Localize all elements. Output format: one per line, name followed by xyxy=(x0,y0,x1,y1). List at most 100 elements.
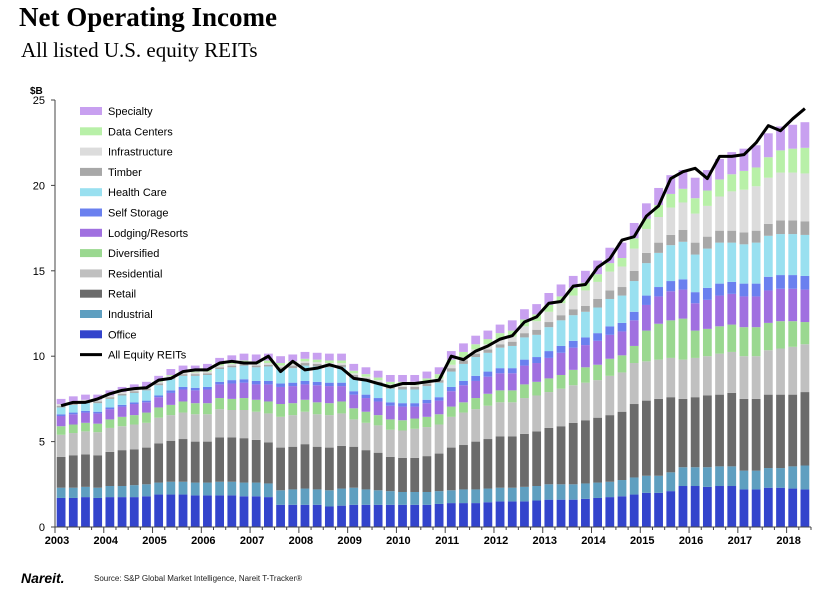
bar-segment-residential xyxy=(629,363,639,405)
bar-segment-industrial xyxy=(751,470,761,490)
bar-segment-residential xyxy=(203,414,212,442)
bar-segment-industrial xyxy=(398,491,407,505)
bar-segment-office xyxy=(215,495,224,527)
bar-segment-self-storage xyxy=(459,380,468,386)
bar-segment-diversified xyxy=(532,381,542,396)
bar-segment-data-centers xyxy=(593,274,602,282)
bar-segment-self-storage xyxy=(312,381,322,386)
bar-segment-retail xyxy=(605,415,615,482)
legend-swatch xyxy=(80,249,102,258)
bar-segment-data-centers xyxy=(264,360,273,364)
bar-segment-health-care xyxy=(483,352,493,372)
bar-segment-self-storage xyxy=(654,287,663,297)
bar-segment-residential xyxy=(68,433,78,456)
bar-segment-specialty xyxy=(763,133,773,158)
bar-segment-lodging-resorts xyxy=(276,386,285,405)
bar-segment-retail xyxy=(544,427,554,485)
legend-swatch xyxy=(80,310,102,318)
bar-segment-industrial xyxy=(507,487,517,502)
bar-segment-data-centers xyxy=(373,377,383,381)
bar-segment-data-centers xyxy=(434,374,444,379)
bar-segment-self-storage xyxy=(154,395,164,398)
bar-segment-industrial xyxy=(81,486,90,498)
bar-segment-self-storage xyxy=(556,345,566,353)
bar-segment-self-storage xyxy=(349,391,359,395)
x-tick-label: 2011 xyxy=(435,535,459,547)
bar-segment-retail xyxy=(288,446,298,490)
bar-segment-data-centers xyxy=(227,362,237,364)
bar-segment-specialty xyxy=(568,275,578,288)
bar-segment-residential xyxy=(324,415,334,448)
bar-segment-specialty xyxy=(702,170,712,191)
bar-segment-self-storage xyxy=(239,379,249,383)
bar-segment-office xyxy=(459,503,468,527)
bar-segment-diversified xyxy=(324,403,334,416)
bar-segment-specialty xyxy=(68,396,78,402)
bar-segment-diversified xyxy=(105,419,115,428)
bar-segment-retail xyxy=(264,442,273,484)
legend-swatch xyxy=(80,127,102,136)
bar-segment-infrastructure xyxy=(581,290,590,306)
bar-segment-residential xyxy=(654,359,663,399)
bar-segment-specialty xyxy=(751,145,761,168)
bar-segment-infrastructure xyxy=(337,363,346,365)
bar-segment-specialty xyxy=(605,247,615,264)
x-tick-label: 2008 xyxy=(289,535,313,547)
bar-segment-timber xyxy=(739,232,749,245)
bar-segment-self-storage xyxy=(800,275,810,290)
bar-segment-timber xyxy=(276,367,285,370)
bar-segment-industrial xyxy=(190,482,200,496)
bar-segment-infrastructure xyxy=(568,295,578,310)
bar-segment-retail xyxy=(410,457,420,492)
bar-segment-self-storage xyxy=(373,398,383,402)
bar-segment-timber xyxy=(264,364,273,367)
bar-segment-self-storage xyxy=(642,295,651,305)
bar-segment-self-storage xyxy=(337,382,346,387)
bar-segment-lodging-resorts xyxy=(459,385,468,403)
bar-segment-specialty xyxy=(532,304,542,315)
bar-segment-health-care xyxy=(178,375,188,387)
bar-segment-self-storage xyxy=(751,283,761,297)
bar-segment-residential xyxy=(190,414,200,442)
bar-segment-lodging-resorts xyxy=(349,394,359,409)
bar-segment-residential xyxy=(666,357,676,398)
bar-segment-industrial xyxy=(373,490,383,505)
bar-segment-office xyxy=(715,486,724,527)
bar-segment-office xyxy=(105,497,115,527)
bar-segment-self-storage xyxy=(788,275,798,289)
bar-segment-infrastructure xyxy=(276,365,285,368)
bar-segment-diversified xyxy=(312,402,322,415)
bar-segment-self-storage xyxy=(471,375,481,381)
legend-label: Lodging/Resorts xyxy=(108,228,189,240)
bar-segment-lodging-resorts xyxy=(556,352,566,375)
bar-segment-diversified xyxy=(593,364,602,381)
bar-segment-infrastructure xyxy=(678,202,688,230)
bar-segment-lodging-resorts xyxy=(117,406,127,417)
bar-segment-self-storage xyxy=(544,351,554,358)
bar-segment-retail xyxy=(373,452,383,491)
bar-segment-retail xyxy=(422,456,432,492)
bar-segment-infrastructure xyxy=(190,372,200,375)
bar-segment-retail xyxy=(666,397,676,473)
x-tick-label: 2009 xyxy=(337,535,361,547)
bar-segment-residential xyxy=(154,417,164,444)
bar-segment-timber xyxy=(410,386,420,390)
bar-segment-self-storage xyxy=(215,381,224,385)
bar-segment-infrastructure xyxy=(203,371,212,374)
bar-segment-infrastructure xyxy=(129,389,139,392)
bar-segment-self-storage xyxy=(129,402,139,405)
bar-segment-office xyxy=(654,492,663,527)
bar-segment-self-storage xyxy=(190,387,200,391)
nareit-logo: Nareit. xyxy=(21,570,65,586)
bar-segment-residential xyxy=(239,410,249,439)
bar-segment-diversified xyxy=(410,418,420,429)
bar-segment-retail xyxy=(617,411,627,481)
bar-segment-health-care xyxy=(739,244,749,284)
bar-segment-industrial xyxy=(678,467,688,487)
bar-segment-residential xyxy=(434,424,444,454)
bar-segment-health-care xyxy=(471,357,481,376)
bar-segment-data-centers xyxy=(446,359,456,365)
bar-segment-timber xyxy=(690,242,700,255)
bar-segment-timber xyxy=(605,290,615,299)
bar-segment-diversified xyxy=(556,374,566,389)
